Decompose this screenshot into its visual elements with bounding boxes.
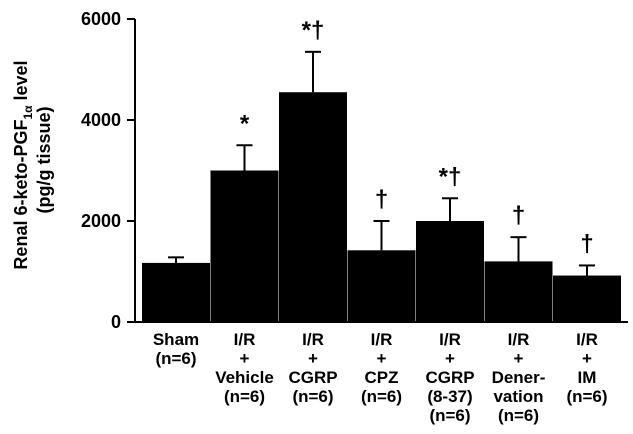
bar — [484, 261, 553, 322]
significance-marker: † — [580, 230, 593, 257]
y-axis-label-suffix: level — [11, 60, 31, 105]
x-tick-label: (n=6) — [224, 387, 265, 406]
bar — [553, 275, 621, 322]
y-axis-label: Renal 6-keto-PGF1α level — [11, 60, 35, 269]
y-axis-label-subscript: 1α — [21, 105, 35, 120]
y-tick-label: 4000 — [81, 110, 121, 130]
y-tick-label: 2000 — [81, 211, 121, 231]
x-tick-label: (n=6) — [498, 406, 539, 425]
x-tick-label: + — [377, 349, 387, 368]
bar — [347, 250, 416, 322]
x-tick-label: CPZ — [365, 368, 399, 387]
x-tick-label: IM — [578, 368, 597, 387]
x-tick-label: (n=6) — [155, 349, 196, 368]
x-tick-label: I/R — [508, 330, 530, 349]
bar — [416, 221, 484, 322]
bar — [279, 92, 347, 322]
bar — [142, 262, 210, 322]
y-tick-label: 6000 — [81, 9, 121, 29]
x-tick-label: + — [582, 349, 592, 368]
significance-marker: * — [240, 110, 250, 137]
x-tick-label: Vehicle — [215, 368, 274, 387]
x-tick-label: Dener- — [492, 368, 546, 387]
bar — [210, 170, 279, 322]
x-tick-label: I/R — [439, 330, 461, 349]
x-tick-label: + — [240, 349, 250, 368]
x-tick-label: CGRP — [425, 368, 474, 387]
significance-marker: *† — [302, 17, 325, 44]
x-tick-label: I/R — [234, 330, 256, 349]
y-axis-unit-label: (pg/g tissue) — [34, 106, 54, 213]
labels: Sham(n=6)*I/R+Vehicle(n=6)*†I/R+CGRP(n=6… — [153, 17, 608, 425]
x-tick-label: I/R — [302, 330, 324, 349]
x-tick-label: I/R — [576, 330, 598, 349]
significance-marker: *† — [439, 163, 462, 190]
x-tick-label: + — [514, 349, 524, 368]
x-tick-label: (n=6) — [429, 406, 470, 425]
y-tick-label: 0 — [111, 312, 121, 332]
x-tick-label: CGRP — [288, 368, 337, 387]
axes: 0 2000 4000 6000 Renal 6-keto-PGF1α level(pg… — [11, 9, 628, 332]
x-tick-label: (n=6) — [292, 387, 333, 406]
significance-marker: † — [512, 202, 525, 229]
x-tick-label: (n=6) — [361, 387, 402, 406]
x-tick-label: Sham — [153, 330, 199, 349]
bars — [142, 50, 621, 322]
x-tick-label: vation — [493, 387, 543, 406]
x-tick-label: + — [445, 349, 455, 368]
x-tick-label: (8-37) — [427, 387, 472, 406]
x-tick-label: I/R — [371, 330, 393, 349]
y-axis-label-main: Renal 6-keto-PGF — [11, 120, 31, 270]
x-tick-label: (n=6) — [566, 387, 607, 406]
significance-marker: † — [375, 186, 388, 213]
x-tick-label: + — [308, 349, 318, 368]
